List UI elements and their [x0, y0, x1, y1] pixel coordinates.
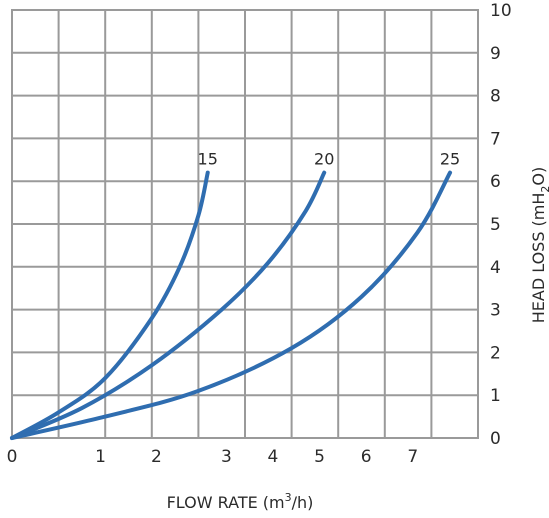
- y-tick-label: 7: [490, 129, 501, 149]
- x-tick-label: 1: [95, 447, 106, 467]
- y-tick-label: 4: [490, 258, 501, 278]
- x-tick-label: 6: [361, 447, 372, 467]
- y-tick-label: 10: [490, 1, 512, 21]
- series-line-25: [10, 170, 453, 440]
- series-label-20: 20: [314, 150, 334, 169]
- y-tick-label: 0: [490, 429, 501, 449]
- x-tick-label: 5: [314, 447, 325, 467]
- plot-frame: [11, 9, 479, 439]
- y-axis-title: HEAD LOSS (mH2O): [529, 167, 549, 324]
- y-tick-label: 6: [490, 172, 501, 192]
- y-tick-label: 3: [490, 301, 501, 321]
- x-tick-label: 7: [407, 447, 418, 467]
- series-line-15: [10, 170, 210, 440]
- x-axis-ticks: 0 1 2 3 4 5 6 7: [7, 447, 419, 467]
- y-tick-label: 5: [490, 215, 501, 235]
- series-line-20: [10, 170, 327, 440]
- x-axis-title: FLOW RATE (m3/h): [167, 491, 314, 512]
- series-label-15: 15: [198, 150, 218, 169]
- x-tick-label: 0: [7, 447, 18, 467]
- y-tick-label: 8: [490, 87, 501, 107]
- grid: [11, 9, 479, 439]
- y-axis-ticks: 0 1 2 3 4 5 6 7 8 9 10: [490, 1, 512, 449]
- y-tick-label: 9: [490, 44, 501, 64]
- x-tick-label: 3: [221, 447, 232, 467]
- series-label-25: 25: [440, 150, 460, 169]
- x-tick-label: 4: [268, 447, 279, 467]
- y-tick-label: 2: [490, 343, 501, 363]
- y-tick-label: 1: [490, 386, 501, 406]
- x-tick-label: 2: [151, 447, 162, 467]
- series: 15 20 25: [10, 150, 460, 440]
